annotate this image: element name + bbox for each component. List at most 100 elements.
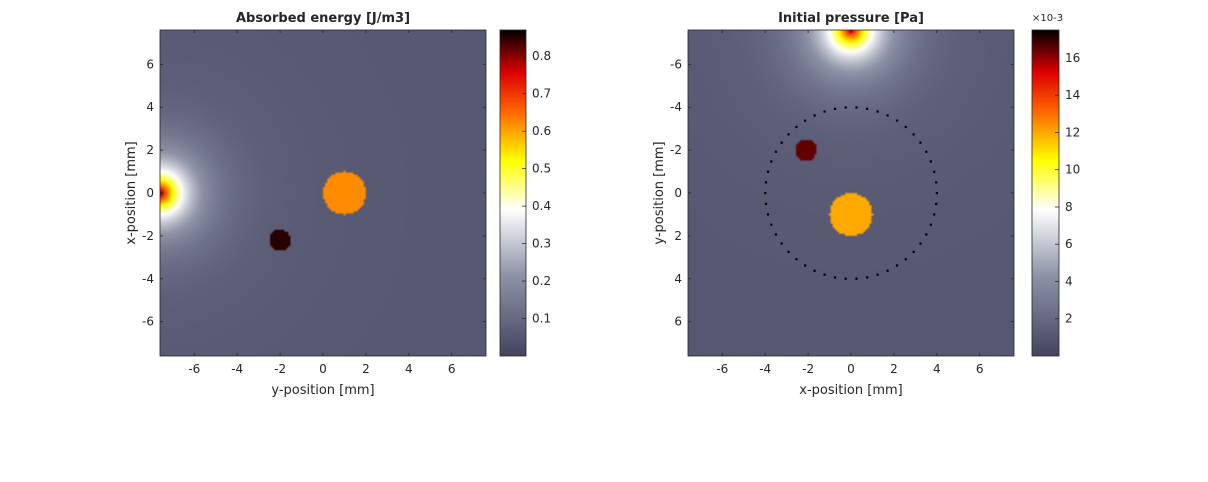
sensor-point: [886, 114, 889, 117]
x-tick-label: 0: [319, 362, 327, 376]
y-tick-label: -2: [670, 143, 682, 157]
sensor-point: [855, 277, 858, 280]
x-tick-label: -6: [716, 362, 728, 376]
heatmap-image-left: [160, 30, 486, 356]
sensor-point: [764, 202, 768, 205]
chart-title-right: Initial pressure [Pa]: [778, 11, 924, 26]
y-axis-label-left: x-position [mm]: [124, 141, 139, 244]
sensor-point: [766, 213, 770, 216]
sensor-point: [795, 125, 798, 129]
colorbar-tick-label: 0.3: [532, 237, 551, 251]
y-tick-label: 4: [674, 272, 682, 286]
sensor-point: [774, 150, 778, 153]
x-tick-label: 2: [890, 362, 898, 376]
x-tick-label: -4: [759, 362, 771, 376]
y-tick-label: 2: [674, 229, 682, 243]
sensor-point: [925, 233, 928, 236]
sensor-point: [813, 114, 816, 117]
heatmap-image-right: [688, 30, 1014, 356]
y-tick-label: -2: [142, 229, 154, 243]
colorbar-tick-label: 0.6: [532, 124, 551, 138]
sensor-point: [795, 258, 798, 261]
sensor-point: [935, 181, 938, 184]
sensor-point: [855, 106, 858, 109]
y-axis-ticks-right: -6 -4 -2 0 2 4 6: [670, 57, 1014, 329]
sensor-point: [876, 273, 879, 276]
x-axis-label-right: x-position [mm]: [799, 383, 902, 398]
sensor-point: [912, 133, 915, 136]
colorbar-tick-label: 0.8: [532, 49, 551, 63]
y-tick-label: 0: [146, 186, 154, 200]
sensor-point: [844, 106, 847, 109]
x-tick-label: -2: [274, 362, 286, 376]
x-tick-label: 6: [448, 362, 456, 376]
x-axis-ticks-right: -6 -4 -2 0 2 4 6: [716, 30, 984, 376]
sensor-point: [770, 223, 773, 226]
sensor-point: [929, 223, 932, 226]
x-tick-label: -2: [802, 362, 814, 376]
x-axis-ticks-left: -6 -4 -2 0 2 4 6: [188, 30, 456, 376]
y-tick-label: 6: [146, 57, 154, 71]
sensor-point: [886, 269, 889, 272]
sensor-point: [774, 233, 778, 236]
sensor-point: [764, 181, 768, 184]
sensor-point: [766, 170, 770, 173]
y-tick-label: 4: [146, 100, 154, 114]
y-tick-label: -4: [142, 272, 154, 286]
sensor-point: [925, 150, 928, 153]
y-tick-label: 6: [674, 315, 682, 329]
colorbar-tick-label: 8: [1065, 200, 1073, 214]
colorbar-tick-label: 6: [1065, 237, 1073, 251]
sensor-point: [823, 110, 826, 113]
sensor-point: [764, 192, 767, 195]
sensor-point: [904, 258, 907, 261]
colorbar-tick-label: 0.1: [532, 312, 551, 326]
sensor-point: [780, 141, 783, 144]
sensor-point: [895, 264, 899, 267]
sensor-point: [935, 202, 938, 205]
colorbar-tick-label: 16: [1065, 51, 1080, 65]
sensor-point: [823, 273, 826, 276]
colorbar-ticks-right: 2 4 6 8 10 12 14 16: [1055, 51, 1080, 326]
y-axis-label-right: y-position [mm]: [652, 141, 667, 244]
colorbar-tick-label: 14: [1065, 88, 1080, 102]
subplot-absorbed-energy: Absorbed energy [J/m3] -6 -4 -2 0 2 4 6 6 4 2 0 -2…: [124, 11, 551, 398]
sensor-point: [804, 264, 807, 267]
sensor-point: [919, 141, 922, 144]
colorbar-tick-label: 0.7: [532, 87, 551, 101]
colorbar-tick-label: 0.2: [532, 274, 551, 288]
sensor-point: [770, 160, 773, 163]
sensor-point: [876, 110, 879, 113]
sensor-point: [787, 250, 790, 253]
sensor-point: [895, 119, 899, 122]
sensor-point: [833, 276, 837, 279]
y-tick-label: -6: [142, 315, 154, 329]
x-tick-label: 4: [933, 362, 941, 376]
sensor-point: [813, 269, 816, 272]
chart-title-left: Absorbed energy [J/m3]: [236, 11, 410, 26]
sensor-point: [780, 242, 783, 245]
colorbar-left: [499, 29, 527, 357]
sensor-point: [787, 133, 790, 136]
sensor-point: [933, 170, 936, 173]
sensor-point: [866, 107, 869, 110]
colorbar-tick-label: 10: [1065, 163, 1080, 177]
y-axis-ticks-left: 6 4 2 0 -2 -4 -6: [142, 57, 486, 329]
y-tick-label: 2: [146, 143, 154, 157]
x-tick-label: 6: [976, 362, 984, 376]
x-tick-label: -4: [231, 362, 243, 376]
sensor-point: [804, 119, 807, 122]
sensor-point: [919, 242, 922, 245]
y-tick-label: 0: [674, 186, 682, 200]
sensor-point: [933, 213, 936, 216]
sensor-ring: [764, 106, 938, 280]
sensor-point: [866, 276, 869, 279]
sensor-point: [904, 125, 907, 129]
sensor-point: [935, 192, 938, 195]
sensor-point: [833, 107, 837, 110]
colorbar-tick-label: 0.5: [532, 162, 551, 176]
x-tick-label: -6: [188, 362, 200, 376]
colorbar-exponent-label: ×10-3: [1032, 13, 1063, 24]
sensor-point: [929, 160, 932, 163]
